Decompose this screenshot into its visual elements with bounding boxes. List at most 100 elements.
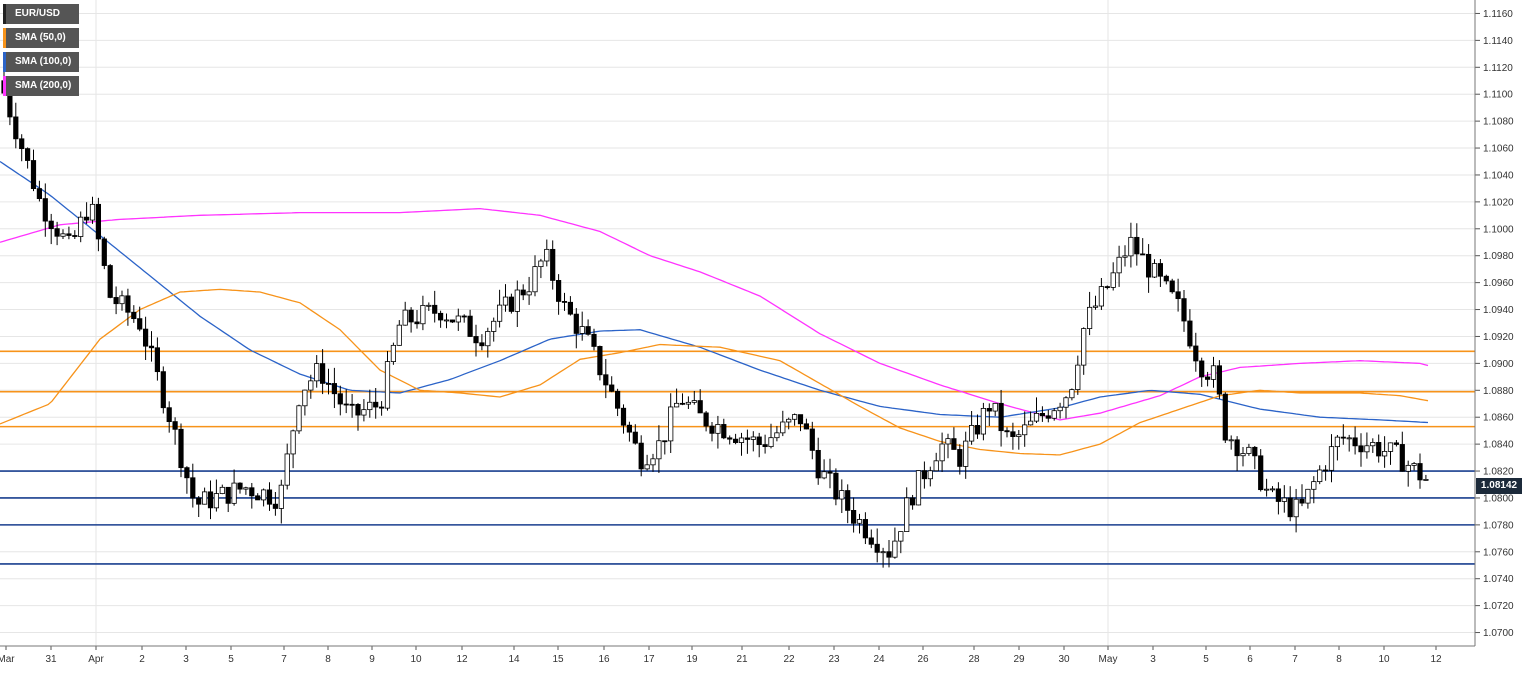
candle: [455, 308, 461, 331]
candle: [325, 368, 332, 395]
sma-200-line: [0, 207, 1429, 421]
legend-item-sma50[interactable]: SMA (50,0): [3, 28, 80, 48]
candle-body: [715, 424, 721, 434]
candle-body: [544, 248, 550, 262]
candle: [597, 345, 603, 381]
candle-body: [1051, 410, 1057, 419]
legend-item-sma200[interactable]: SMA (200,0): [3, 76, 80, 96]
candle-body: [538, 260, 544, 268]
candle: [101, 236, 107, 270]
candle: [408, 307, 414, 333]
candle-body: [154, 347, 160, 373]
candle-body: [89, 203, 96, 221]
candle: [1417, 453, 1423, 489]
candle: [496, 289, 503, 328]
x-tick-label: 10: [1378, 654, 1390, 665]
legend-item-eurusd[interactable]: EUR/USD: [3, 4, 80, 24]
y-tick-label: 1.1020: [1483, 197, 1514, 208]
candle: [603, 358, 609, 399]
candle: [260, 488, 267, 507]
x-tick-label: 28: [968, 654, 980, 665]
candle-body: [833, 472, 839, 500]
candle: [1287, 486, 1293, 522]
candle-body: [260, 489, 267, 501]
candle-body: [1057, 406, 1063, 412]
candle: [615, 388, 621, 417]
candle-body: [437, 312, 444, 321]
candle: [420, 295, 426, 331]
candle-body: [738, 437, 745, 443]
candle: [160, 366, 166, 414]
candle: [833, 468, 839, 506]
candle-body: [609, 384, 615, 392]
candle-body: [101, 238, 107, 266]
candle-body: [921, 470, 928, 480]
candle: [1163, 274, 1169, 285]
candle-body: [66, 233, 72, 236]
y-tick-label: 1.1060: [1483, 144, 1514, 155]
candle: [384, 350, 391, 411]
candle: [190, 463, 196, 508]
candle: [656, 425, 662, 473]
candle: [709, 421, 715, 442]
y-tick-label: 1.0700: [1483, 628, 1514, 639]
candle: [107, 264, 113, 299]
candle-body: [697, 400, 703, 414]
candle-body: [255, 495, 261, 501]
legend-item-sma100[interactable]: SMA (100,0): [3, 52, 80, 72]
candle-body: [862, 519, 869, 539]
candle-body: [762, 444, 768, 448]
candle-body: [969, 425, 975, 442]
candle: [538, 258, 544, 279]
candle: [573, 308, 579, 349]
candle: [1269, 486, 1276, 493]
candle-body: [603, 374, 609, 386]
candle-body: [1417, 463, 1423, 481]
candle: [1063, 396, 1069, 419]
candle: [432, 290, 438, 323]
x-tick-label: Mar: [0, 654, 15, 665]
candle: [485, 327, 491, 358]
candle-body: [60, 233, 66, 237]
y-tick-label: 1.0720: [1483, 601, 1514, 612]
candle-body: [520, 289, 526, 296]
candle: [1028, 411, 1034, 426]
candle-body: [792, 414, 798, 420]
candle: [786, 417, 792, 430]
candle: [567, 296, 574, 316]
candle-body: [137, 318, 143, 330]
candle: [1246, 443, 1252, 456]
candle: [1423, 474, 1429, 481]
x-tick-label: 6: [1247, 654, 1253, 665]
y-tick-label: 1.0940: [1483, 305, 1514, 316]
candle-body: [125, 295, 131, 313]
candle: [314, 355, 320, 388]
candle-body: [1222, 393, 1228, 441]
x-tick-label: 26: [917, 654, 929, 665]
candle: [626, 421, 633, 442]
y-tick-label: 1.1120: [1483, 63, 1513, 74]
candle-body: [284, 453, 290, 486]
candle-body: [172, 421, 178, 430]
candle-body: [160, 371, 166, 409]
candle: [1104, 285, 1110, 290]
candle: [1328, 434, 1335, 483]
candle: [544, 239, 550, 267]
x-tick-label: 30: [1058, 654, 1070, 665]
candle: [1376, 434, 1382, 463]
candle-body: [679, 402, 686, 405]
candle-body: [579, 326, 585, 334]
candle-body: [880, 551, 886, 554]
candle: [219, 484, 225, 495]
candle: [54, 221, 60, 246]
candle-body: [839, 490, 845, 500]
candle: [1334, 434, 1340, 461]
candle-body: [774, 432, 780, 439]
candle: [792, 413, 798, 426]
candle: [1010, 422, 1016, 450]
candle-body: [196, 497, 202, 505]
y-tick-label: 1.0920: [1483, 332, 1514, 343]
candle-body: [892, 540, 898, 558]
